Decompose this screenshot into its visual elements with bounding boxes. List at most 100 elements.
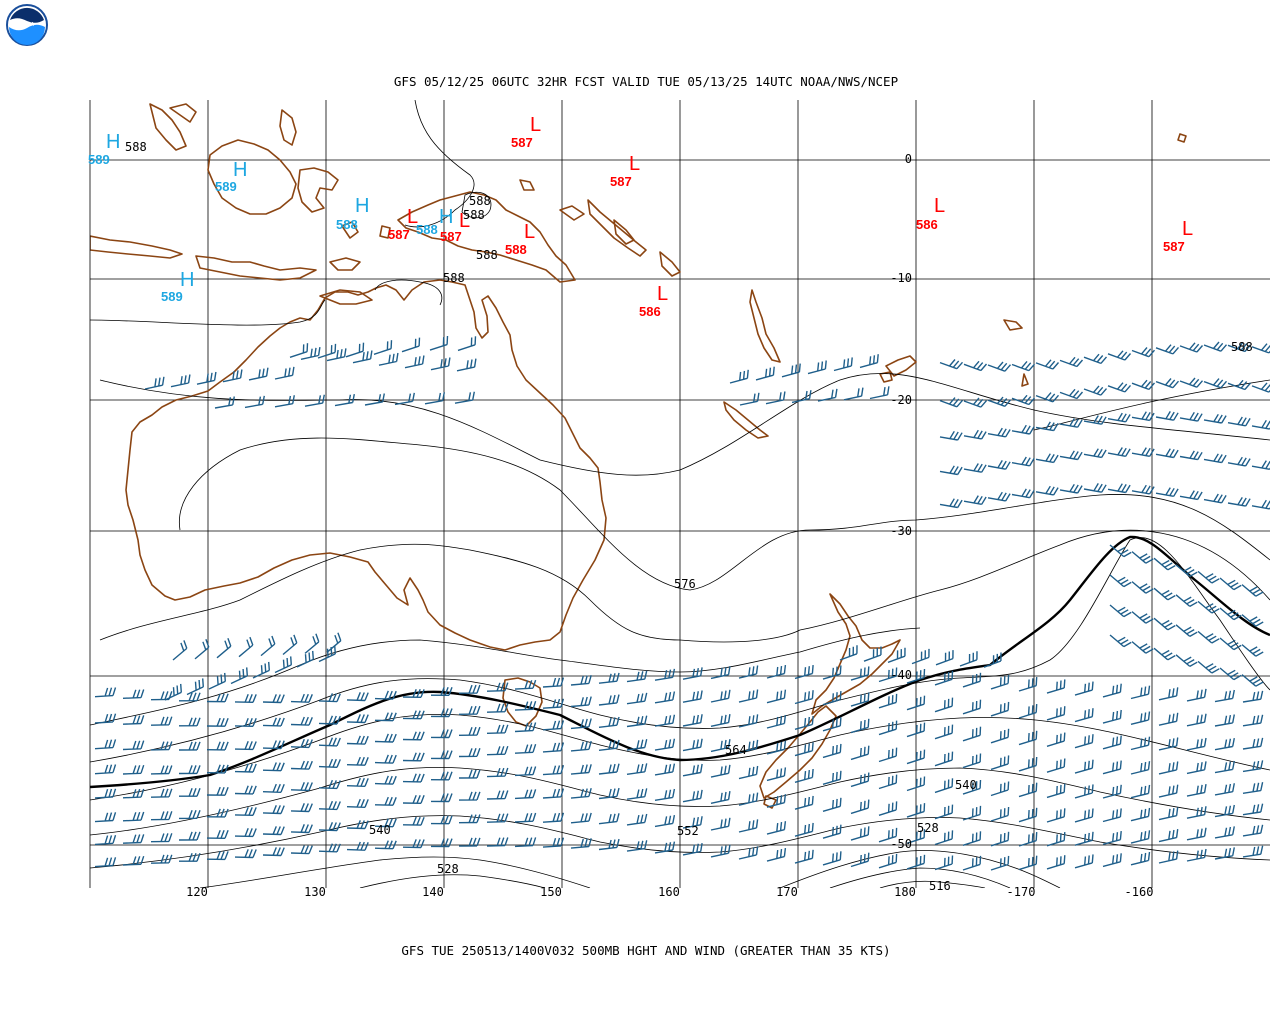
wind-barb <box>1227 456 1251 467</box>
latitude-labels: 0 -10 -20 -30 -40 -50 <box>890 152 912 851</box>
wind-barb <box>178 810 201 820</box>
wind-barb <box>682 789 703 803</box>
wind-barb <box>318 715 341 725</box>
wind-barb <box>150 788 173 798</box>
lat-label: -50 <box>890 837 912 851</box>
wind-barb <box>822 797 842 812</box>
wind-barb <box>822 770 842 785</box>
wind-barb <box>430 729 453 739</box>
wind-barb <box>906 829 926 844</box>
wind-barb <box>987 396 1012 407</box>
wind-barb <box>878 827 898 843</box>
wind-barb <box>878 720 898 736</box>
wind-barb <box>1242 782 1264 794</box>
wind-barb <box>990 674 1010 690</box>
lon-label: 120 <box>186 885 208 899</box>
wind-barb <box>710 844 731 858</box>
wind-barb <box>850 666 870 681</box>
lat-label: -40 <box>890 668 912 682</box>
wind-barb <box>304 394 325 407</box>
wind-barb <box>1214 847 1235 860</box>
contour-588-loop <box>374 279 443 306</box>
wind-barb <box>542 742 565 753</box>
wind-barb <box>486 767 509 778</box>
wind-barb <box>346 798 369 808</box>
wind-barb <box>1083 353 1108 365</box>
wind-barb <box>150 854 173 864</box>
wind-barb <box>1018 730 1038 746</box>
wind-barb <box>738 819 759 833</box>
wind-barb <box>906 854 926 870</box>
wind-barb <box>1018 782 1038 798</box>
wind-barb <box>122 811 145 822</box>
wind-barb <box>598 672 620 684</box>
wind-barb <box>626 840 648 852</box>
wind-barb <box>1074 808 1094 823</box>
wind-barb <box>514 766 537 777</box>
wind-barb <box>122 689 145 699</box>
wind-barb <box>934 830 954 846</box>
svg-text:H: H <box>355 195 369 217</box>
wind-barb <box>1197 570 1220 584</box>
svg-text:589: 589 <box>161 289 183 304</box>
wind-barb <box>570 718 592 730</box>
wind-barb <box>374 754 397 764</box>
wind-barb <box>878 774 898 790</box>
wind-barb <box>234 849 257 859</box>
wind-barb <box>710 689 731 703</box>
wind-barb <box>738 689 759 703</box>
contour-label: 564 <box>725 743 747 757</box>
wind-barb <box>1131 641 1154 654</box>
wind-barb <box>1214 826 1235 839</box>
wind-barb <box>1046 832 1066 847</box>
wind-barb <box>1203 453 1227 464</box>
wind-barb <box>1046 758 1066 773</box>
lat-label: -10 <box>890 271 912 285</box>
wind-barb <box>654 714 676 727</box>
wind-barb <box>248 367 269 381</box>
wind-barb <box>934 751 954 767</box>
wind-barb <box>94 687 117 698</box>
wind-barb <box>144 376 165 390</box>
contour-w10 <box>199 856 591 888</box>
wind-barb <box>402 839 425 849</box>
low-center: L 586 <box>639 283 668 319</box>
wind-barb <box>1227 497 1251 507</box>
wind-barb <box>682 763 703 777</box>
wind-barb <box>486 813 509 823</box>
wind-barb <box>206 829 229 839</box>
wind-barb <box>755 366 775 381</box>
wind-barb <box>729 369 749 384</box>
wind-barb <box>402 773 425 783</box>
svg-text:587: 587 <box>1163 239 1185 254</box>
wind-barb <box>206 764 229 774</box>
wind-barb <box>234 741 257 751</box>
wind-barb <box>626 739 648 751</box>
contour-588-north <box>404 100 475 228</box>
wind-barb <box>863 646 882 662</box>
wind-barb <box>290 716 313 726</box>
wind-barb <box>766 714 787 729</box>
wind-barb <box>346 841 369 851</box>
wind-barb <box>1155 344 1180 355</box>
wind-barb <box>458 791 481 801</box>
wind-barb <box>987 427 1011 438</box>
low-center: L 586 <box>916 195 945 232</box>
wind-barb <box>402 752 425 762</box>
wind-barb <box>654 691 676 704</box>
wind-barb <box>959 651 978 667</box>
wind-barb <box>94 739 117 750</box>
wind-barb <box>542 765 565 776</box>
high-centers: H 589 H 589 H 588 H 588 H 589 <box>88 131 453 304</box>
wind-barb <box>766 767 787 782</box>
wind-barb <box>990 781 1010 797</box>
wind-barb <box>1074 854 1094 869</box>
wind-barb <box>1109 634 1132 648</box>
wind-barb <box>429 335 449 351</box>
wind-barb <box>282 634 298 656</box>
high-center: H 588 <box>416 206 453 237</box>
wind-barb <box>1131 611 1154 624</box>
wind-barb <box>318 737 341 747</box>
wind-barb <box>1155 487 1179 497</box>
wind-barb <box>710 790 731 804</box>
